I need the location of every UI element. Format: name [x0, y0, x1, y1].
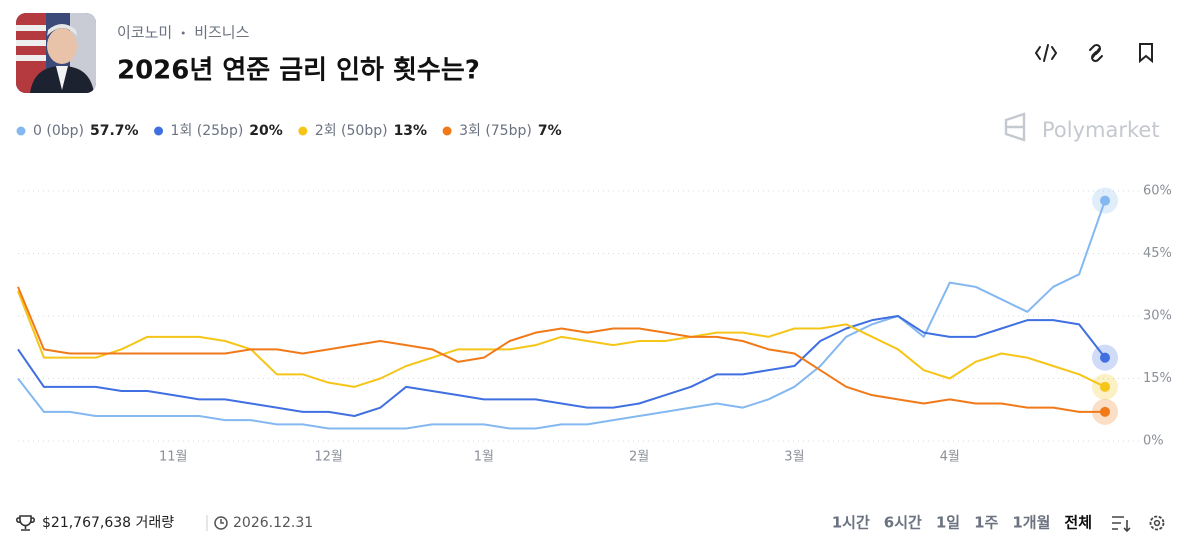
- legend-label: 3회 (75bp): [459, 123, 532, 139]
- sort-button[interactable]: [1112, 516, 1131, 533]
- embed-button[interactable]: [1034, 44, 1058, 62]
- bookmark-button[interactable]: [1139, 43, 1153, 64]
- series-line: [17, 315, 1106, 417]
- series-line: [17, 290, 1106, 388]
- x-tick-label: 3월: [784, 450, 804, 465]
- volume-icon: [15, 515, 36, 531]
- range-button[interactable]: 1일: [936, 514, 960, 532]
- x-tick-label: 12월: [314, 450, 343, 465]
- settings-gear[interactable]: [1149, 515, 1165, 531]
- legend-marker: [298, 126, 308, 136]
- header-actions: [1034, 43, 1153, 64]
- market-image: [16, 13, 96, 93]
- end-point: [1100, 352, 1110, 363]
- legend-label: 1회 (25bp): [171, 123, 244, 139]
- legend-value: 57.7%: [90, 123, 139, 139]
- x-tick-label: 11월: [159, 450, 188, 465]
- range-button[interactable]: 1주: [974, 514, 998, 532]
- brand-logo: [1004, 112, 1026, 142]
- end-point: [1100, 381, 1110, 392]
- date-icon-hands: [220, 519, 224, 524]
- legend-label: 2회 (50bp): [315, 123, 388, 139]
- series-line: [17, 200, 1106, 430]
- y-tick-label: 45%: [1143, 246, 1172, 261]
- settings-hub[interactable]: [1153, 519, 1161, 527]
- y-tick-label: 30%: [1143, 309, 1172, 324]
- y-tick-label: 60%: [1143, 184, 1172, 199]
- legend-value: 20%: [249, 123, 283, 139]
- legend-value: 7%: [538, 123, 562, 139]
- x-tick-label: 4월: [940, 450, 960, 465]
- end-point: [1100, 195, 1110, 206]
- date-icon: [214, 516, 228, 530]
- range-button[interactable]: 1개월: [1012, 514, 1050, 532]
- legend-label: 0 (0bp): [33, 123, 84, 139]
- x-tick-label: 2월: [629, 450, 649, 465]
- end-date: 2026.12.31: [233, 515, 313, 531]
- range-button[interactable]: 전체: [1064, 514, 1092, 532]
- series-line: [17, 286, 1105, 413]
- y-tick-label: 0%: [1143, 434, 1164, 449]
- x-tick-label: 1월: [474, 450, 494, 465]
- y-tick-label: 15%: [1143, 371, 1172, 386]
- legend-marker: [16, 126, 26, 136]
- range-selector: 전체 1개월 1주 1일 6시간 1시간: [832, 514, 1092, 532]
- legend-value: 13%: [394, 123, 428, 139]
- brand: Polymarket: [1042, 118, 1160, 142]
- legend: 0 (0bp) 57.7% 1회 (25bp) 20% 2회 (50bp) 13% 3회 (…: [16, 123, 562, 139]
- breadcrumb[interactable]: 비즈니스: [194, 24, 249, 42]
- range-button[interactable]: 6시간: [884, 514, 922, 532]
- end-point: [1100, 406, 1110, 417]
- separator: [181, 31, 185, 35]
- market-title: 2026년 연준 금리 인하 횟수는?: [117, 56, 480, 86]
- link-button[interactable]: [1089, 43, 1103, 63]
- range-button[interactable]: 1시간: [832, 514, 870, 532]
- legend-marker: [154, 126, 164, 136]
- settings-button[interactable]: [1149, 515, 1165, 531]
- volume: $21,767,638 거래량: [42, 515, 174, 531]
- legend-marker: [442, 126, 452, 136]
- chart: 0% 15% 30% 45% 60% 11월 12월 1월 2월 3월 4월: [17, 184, 1172, 465]
- breadcrumb[interactable]: 이코노미: [117, 24, 172, 42]
